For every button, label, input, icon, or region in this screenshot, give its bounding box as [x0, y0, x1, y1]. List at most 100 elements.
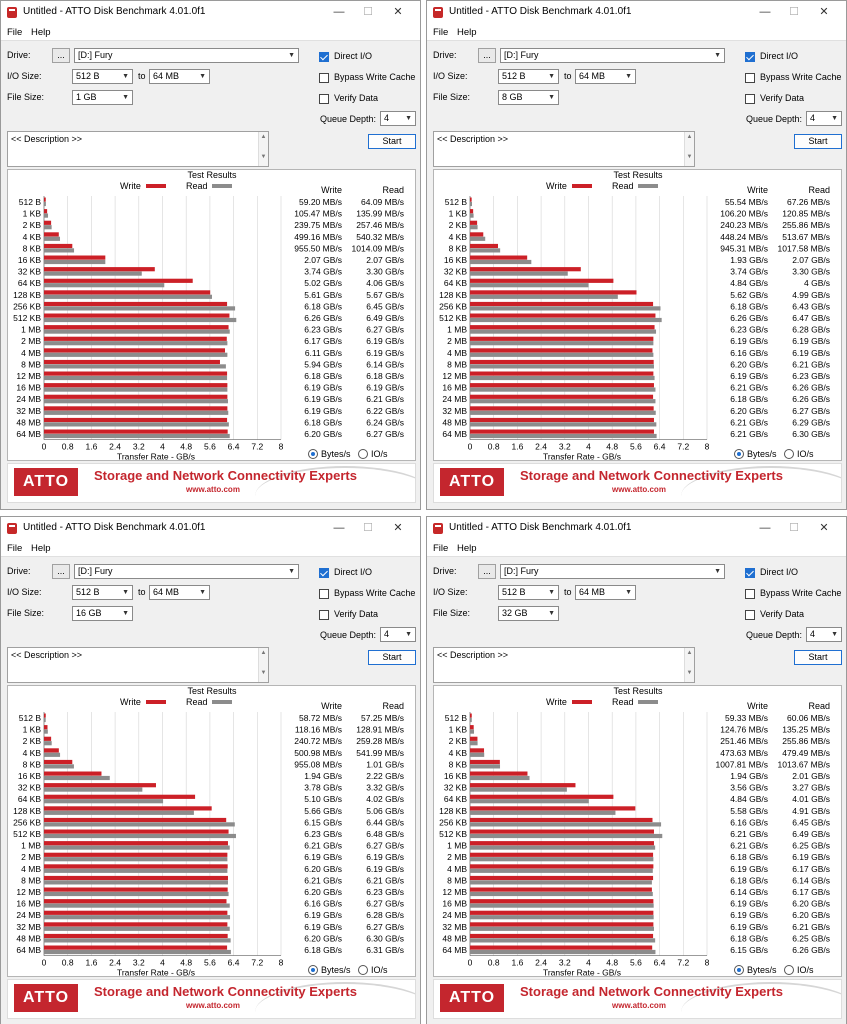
close-button[interactable]: ✕: [393, 6, 403, 18]
close-button[interactable]: ✕: [819, 522, 829, 534]
verify-data-checkbox[interactable]: [745, 610, 755, 620]
description-box[interactable]: << Description >> ▲ ▼: [433, 647, 695, 683]
verify-data-checkbox[interactable]: [319, 94, 329, 104]
start-button[interactable]: Start: [794, 134, 842, 149]
category-label: 512 KB: [439, 829, 467, 839]
description-scrollbar[interactable]: ▲ ▼: [258, 648, 268, 682]
direct-io-checkbox[interactable]: [319, 52, 329, 62]
legend-write-label: Write: [546, 181, 567, 191]
drive-label: Drive:: [433, 50, 457, 60]
menu-help[interactable]: Help: [457, 27, 477, 38]
io-size-to-select[interactable]: 64 MB ▼: [149, 69, 210, 84]
menu-file[interactable]: File: [433, 543, 449, 554]
start-button[interactable]: Start: [368, 134, 416, 149]
category-label: 1 MB: [21, 325, 41, 335]
category-label: 16 KB: [18, 771, 41, 781]
direct-io-checkbox[interactable]: [745, 568, 755, 578]
file-size-select[interactable]: 32 GB ▼: [498, 606, 559, 621]
menu-file[interactable]: File: [7, 543, 23, 554]
start-button[interactable]: Start: [368, 650, 416, 665]
io-size-to-select[interactable]: 64 MB ▼: [149, 585, 210, 600]
io-size-from-select[interactable]: 512 B ▼: [72, 69, 133, 84]
minimize-button[interactable]: —: [333, 522, 345, 534]
description-box[interactable]: << Description >> ▲ ▼: [7, 131, 269, 167]
menu-help[interactable]: Help: [31, 543, 51, 554]
description-box[interactable]: << Description >> ▲ ▼: [433, 131, 695, 167]
bytes-per-second-radio[interactable]: [734, 965, 744, 975]
verify-data-checkbox[interactable]: [319, 610, 329, 620]
maximize-button[interactable]: ☐: [363, 522, 373, 534]
write-bar: [44, 864, 228, 869]
bypass-write-cache-checkbox[interactable]: [319, 589, 329, 599]
chevron-down-icon: ▼: [122, 94, 129, 101]
chevron-down-icon: ▼: [405, 631, 412, 638]
browse-button[interactable]: ...: [52, 564, 70, 579]
legend-write-swatch: [146, 184, 166, 188]
direct-io-checkbox[interactable]: [745, 52, 755, 62]
menu-file[interactable]: File: [7, 27, 23, 38]
description-scrollbar[interactable]: ▲ ▼: [258, 132, 268, 166]
io-size-from-select[interactable]: 512 B ▼: [72, 585, 133, 600]
description-box[interactable]: << Description >> ▲ ▼: [7, 647, 269, 683]
description-scrollbar[interactable]: ▲ ▼: [684, 648, 694, 682]
bytes-per-second-radio[interactable]: [734, 449, 744, 459]
maximize-button[interactable]: ☐: [789, 6, 799, 18]
queue-depth-select[interactable]: 4 ▼: [806, 111, 842, 126]
write-bar: [44, 817, 227, 823]
description-scrollbar[interactable]: ▲ ▼: [684, 132, 694, 166]
queue-depth-value: 4: [384, 113, 390, 123]
io-size-to-select[interactable]: 64 MB ▼: [575, 585, 636, 600]
minimize-button[interactable]: —: [759, 522, 771, 534]
io-per-second-radio[interactable]: [784, 449, 794, 459]
maximize-button[interactable]: ☐: [789, 522, 799, 534]
minimize-button[interactable]: —: [333, 6, 345, 18]
menu-help[interactable]: Help: [457, 543, 477, 554]
io-per-second-radio[interactable]: [358, 449, 368, 459]
bytes-per-second-radio[interactable]: [308, 965, 318, 975]
drive-select[interactable]: [D:] Fury ▼: [74, 564, 299, 579]
x-tick-label: 4.8: [606, 958, 618, 968]
browse-button[interactable]: ...: [478, 564, 496, 579]
io-size-from-select[interactable]: 512 B ▼: [498, 69, 559, 84]
file-size-select[interactable]: 1 GB ▼: [72, 90, 133, 105]
queue-depth-select[interactable]: 4 ▼: [806, 627, 842, 642]
browse-button[interactable]: ...: [478, 48, 496, 63]
minimize-button[interactable]: —: [759, 6, 771, 18]
file-size-select[interactable]: 8 GB ▼: [498, 90, 559, 105]
drive-select[interactable]: [D:] Fury ▼: [500, 48, 725, 63]
menu-file[interactable]: File: [433, 27, 449, 38]
read-value: 6.27 GB/s: [366, 841, 404, 851]
write-bar: [44, 725, 48, 730]
queue-depth-select[interactable]: 4 ▼: [380, 627, 416, 642]
write-value: 5.94 GB/s: [304, 359, 342, 369]
io-size-to-select[interactable]: 64 MB ▼: [575, 69, 636, 84]
x-tick-label: 5.6: [204, 958, 216, 968]
io-per-second-radio[interactable]: [784, 965, 794, 975]
read-bar: [44, 248, 75, 253]
direct-io-checkbox-label: Direct I/O: [760, 51, 799, 61]
queue-depth-select[interactable]: 4 ▼: [380, 111, 416, 126]
drive-select[interactable]: [D:] Fury ▼: [74, 48, 299, 63]
menu-help[interactable]: Help: [31, 27, 51, 38]
verify-data-checkbox[interactable]: [745, 94, 755, 104]
bypass-write-cache-checkbox[interactable]: [745, 73, 755, 83]
x-tick-label: 7.2: [677, 958, 689, 968]
direct-io-checkbox[interactable]: [319, 568, 329, 578]
bypass-write-cache-checkbox[interactable]: [319, 73, 329, 83]
write-bar: [44, 783, 156, 788]
close-button[interactable]: ✕: [819, 6, 829, 18]
browse-button[interactable]: ...: [52, 48, 70, 63]
io-per-second-radio[interactable]: [358, 965, 368, 975]
start-button[interactable]: Start: [794, 650, 842, 665]
io-size-from-select[interactable]: 512 B ▼: [498, 585, 559, 600]
close-button[interactable]: ✕: [393, 522, 403, 534]
maximize-button[interactable]: ☐: [363, 6, 373, 18]
file-size-select[interactable]: 16 GB ▼: [72, 606, 133, 621]
bytes-per-second-radio[interactable]: [308, 449, 318, 459]
legend-read-swatch: [638, 184, 658, 188]
category-label: 64 MB: [16, 945, 41, 955]
x-tick-label: 0: [42, 958, 47, 968]
bypass-write-cache-checkbox[interactable]: [745, 589, 755, 599]
drive-select[interactable]: [D:] Fury ▼: [500, 564, 725, 579]
test-results-chart: Test Results Write Read Write Read 512 B 59.33…: [439, 686, 830, 978]
